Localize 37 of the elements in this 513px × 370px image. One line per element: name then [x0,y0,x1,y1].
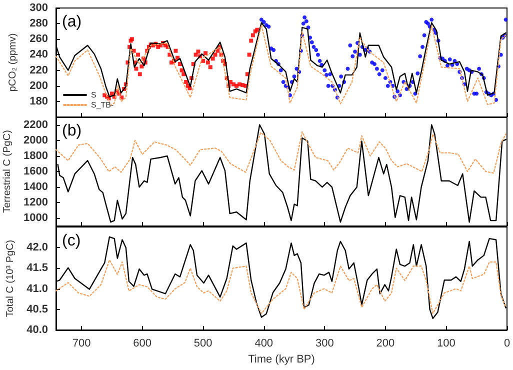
y-tick-label: 41.5 [26,262,48,274]
annotation: (c) [62,232,81,250]
y-tick-label: 1400 [24,181,48,194]
x-axis-title: Time (kyr BP) [248,353,315,366]
x-tick-label: 700 [72,338,91,350]
annotation: (a) [62,14,82,30]
y-tick-label: 40.0 [26,324,48,336]
y-axis-title: Total C (10³ PgC) [5,240,16,318]
y-tick-label: 1200 [24,196,48,209]
y-tick-label: 2200 [24,118,48,131]
legend-label: S [91,90,96,100]
x-tick-label: 0 [504,338,510,350]
y-tick-label: 300 [30,2,48,14]
annotation: (b) [62,122,82,140]
y-tick-label: 42.0 [26,242,48,254]
y-tick-label: 1800 [24,150,48,162]
legend-label: S_TB- [91,100,114,110]
x-tick-label: 200 [376,338,395,350]
y-axis-title: Terrestrial C (PgC) [2,130,14,213]
y-tick-label: 180 [30,95,48,108]
x-tick-label: 500 [194,338,212,350]
x-tick-label: 400 [254,338,274,350]
y-axis-title: pCO₂ (ppmv) [8,33,18,92]
line-series [55,259,506,314]
y-tick-label: 1000 [24,212,48,224]
y-tick-label: 220 [30,64,48,76]
y-tick-label: 260 [30,33,48,46]
x-tick-label: 300 [315,338,334,350]
y-tick-label: 200 [30,80,48,92]
y-tick-label: 2000 [24,134,48,146]
y-tick-label: 41.0 [26,282,48,295]
x-tick-label: 100 [437,338,456,350]
y-tick-label: 40.5 [26,303,48,316]
x-tick-label: 600 [133,338,152,350]
y-tick-label: 1600 [24,166,48,178]
y-tick-label: 240 [30,48,48,61]
y-tick-label: 280 [30,18,48,30]
